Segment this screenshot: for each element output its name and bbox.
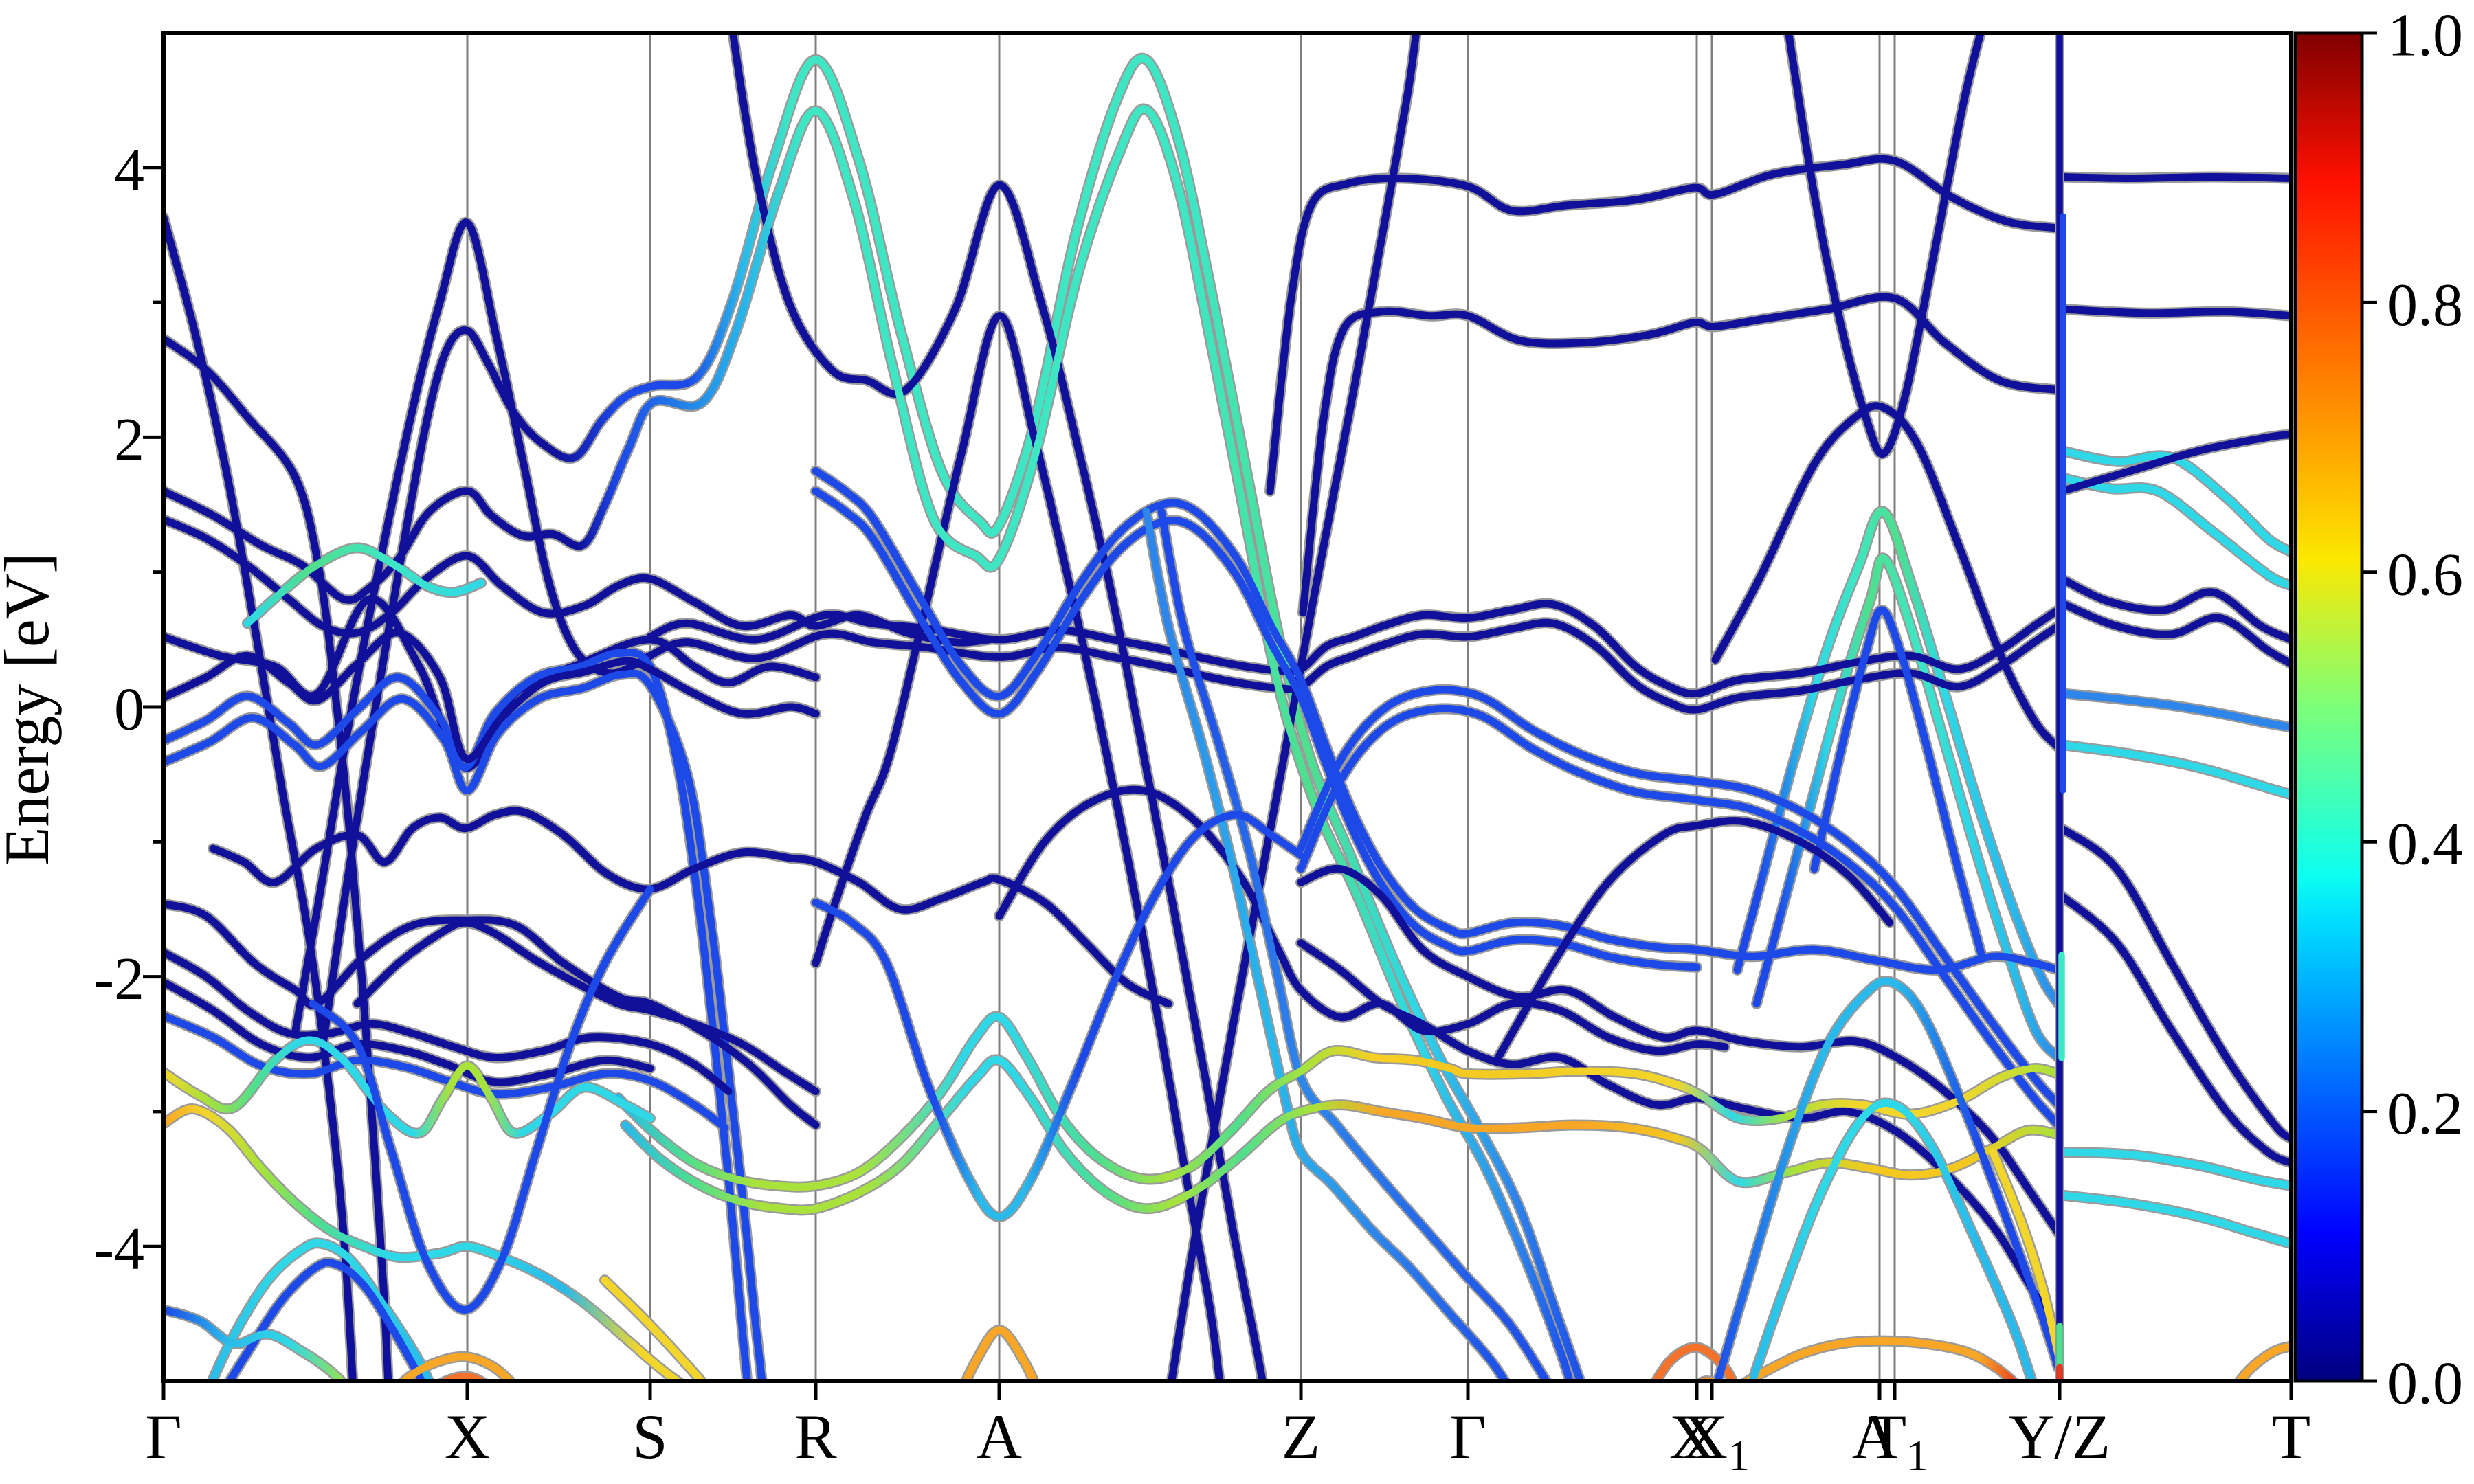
svg-text:X: X xyxy=(445,1402,490,1472)
svg-text:-4: -4 xyxy=(94,1216,144,1283)
svg-text:Z: Z xyxy=(1282,1402,1320,1472)
svg-text:A: A xyxy=(977,1402,1022,1472)
svg-text:0.6: 0.6 xyxy=(2387,541,2463,608)
svg-text:Energy [eV]: Energy [eV] xyxy=(0,552,62,866)
svg-text:0.8: 0.8 xyxy=(2387,272,2463,339)
svg-text:2: 2 xyxy=(114,407,144,473)
svg-text:S: S xyxy=(632,1402,667,1472)
svg-text:A: A xyxy=(1852,1402,1897,1472)
svg-text:Γ: Γ xyxy=(145,1402,181,1472)
svg-text:T: T xyxy=(2272,1402,2310,1472)
svg-text:0.0: 0.0 xyxy=(2387,1351,2463,1417)
svg-text:Y/Z: Y/Z xyxy=(2009,1402,2110,1472)
svg-text:Γ: Γ xyxy=(1449,1402,1486,1472)
svg-text:0.4: 0.4 xyxy=(2387,811,2463,878)
svg-text:0.2: 0.2 xyxy=(2387,1081,2463,1147)
svg-text:-2: -2 xyxy=(94,946,144,1013)
svg-text:1.0: 1.0 xyxy=(2387,3,2463,69)
svg-text:0: 0 xyxy=(114,677,144,743)
svg-text:R: R xyxy=(794,1402,837,1472)
svg-text:4: 4 xyxy=(114,137,144,203)
svg-text:X: X xyxy=(1669,1402,1715,1472)
svg-text:X1: X1 xyxy=(1682,1402,1750,1480)
